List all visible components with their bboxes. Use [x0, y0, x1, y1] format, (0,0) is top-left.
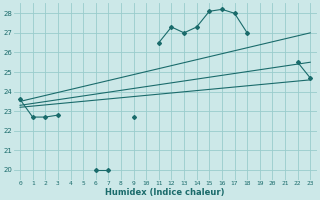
X-axis label: Humidex (Indice chaleur): Humidex (Indice chaleur)	[105, 188, 225, 197]
